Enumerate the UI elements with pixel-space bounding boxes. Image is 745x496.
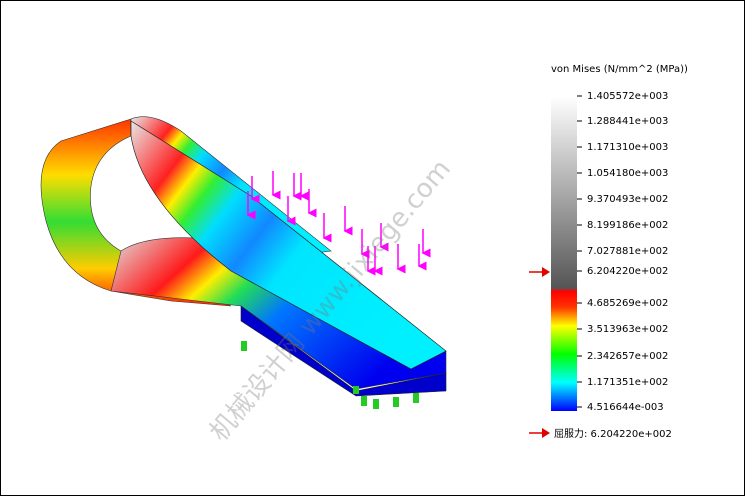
load-arrows	[246, 171, 431, 276]
legend-label: 1.171351e+002	[587, 377, 668, 388]
legend-label: 1.054180e+003	[587, 168, 668, 179]
legend-label: 1.405572e+003	[587, 91, 668, 102]
legend-label: 9.370493e+002	[587, 194, 668, 205]
yield-marker	[529, 267, 550, 438]
legend-label: 3.513963e+002	[587, 324, 668, 335]
fixtures	[241, 341, 419, 409]
legend-label: 7.027881e+002	[587, 246, 668, 257]
legend-label: 2.342657e+002	[587, 351, 668, 362]
legend-label: 1.171310e+003	[587, 142, 668, 153]
color-bar	[551, 96, 577, 411]
legend-label: 4.516644e-003	[587, 402, 664, 413]
legend-label: 6.204220e+002	[587, 266, 668, 277]
legend-label: 4.685269e+002	[587, 298, 668, 309]
legend: von Mises (N/mm^2 (MPa)) 1.405572e+003 1.…	[529, 64, 688, 440]
legend-label: 1.288441e+003	[587, 116, 668, 127]
legend-title: von Mises (N/mm^2 (MPa))	[551, 64, 688, 75]
model	[40, 116, 447, 397]
legend-label: 8.199186e+002	[587, 220, 668, 231]
yield-label: 屈服力: 6.204220e+002	[554, 427, 672, 440]
